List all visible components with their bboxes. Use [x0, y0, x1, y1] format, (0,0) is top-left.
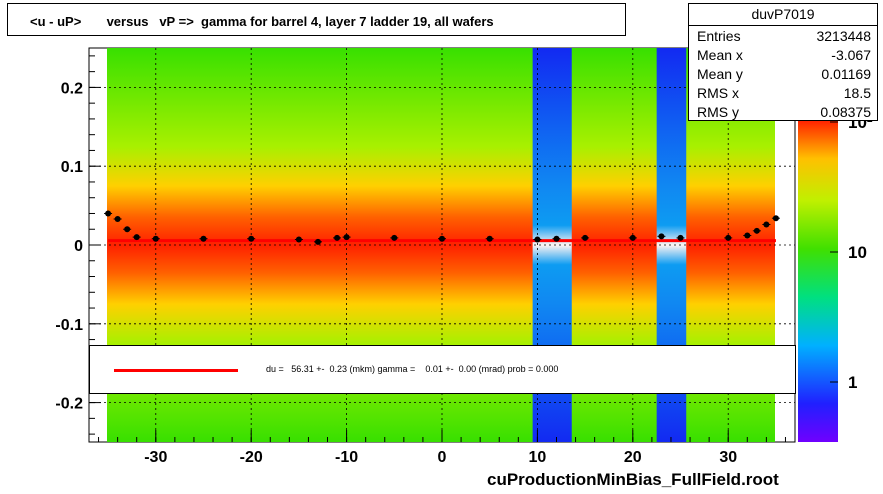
profile-point: [534, 236, 541, 243]
x-tick-label: 0: [438, 449, 447, 466]
y-tick-label: 0.1: [61, 159, 83, 176]
stat-row-mean-x: Mean x -3.067: [697, 47, 871, 66]
stat-value: 0.01169: [821, 66, 871, 82]
profile-point: [772, 215, 779, 222]
profile-point: [553, 235, 560, 242]
profile-point: [744, 232, 751, 239]
profile-point: [658, 233, 665, 240]
x-tick-label: 10: [529, 449, 547, 466]
profile-point: [763, 221, 770, 228]
y-tick-label: -0.1: [55, 317, 83, 334]
stat-key: RMS x: [697, 85, 739, 101]
y-tick-label: 0.2: [61, 80, 83, 97]
axes: -30 -20 -10 0 10 20 30 -0.2 -0.1 0 0.1 0.2: [55, 55, 786, 466]
title-box: <u - uP> versus vP => gamma for barrel 4…: [7, 3, 626, 36]
profile-point: [486, 235, 493, 242]
profile-point: [334, 234, 341, 241]
profile-point: [677, 234, 684, 241]
stat-key: Mean y: [697, 66, 743, 82]
stat-row-entries: Entries 3213448: [697, 28, 871, 47]
x-tick-label: -10: [335, 449, 358, 466]
stat-key: RMS y: [697, 104, 739, 120]
stat-row-rms-y: RMS y 0.08375: [697, 104, 871, 123]
y-tick-label: 0: [74, 238, 83, 255]
z-tick-label: 10: [848, 243, 867, 262]
profile-point: [725, 234, 732, 241]
profile-point: [133, 234, 140, 241]
fit-legend: du = 56.31 +- 0.23 (mkm) gamma = 0.01 +-…: [89, 345, 796, 394]
x-tick-label: -20: [240, 449, 263, 466]
y-tick-label: -0.2: [55, 396, 83, 413]
profile-point: [114, 215, 121, 222]
stat-value: 0.08375: [820, 104, 871, 120]
stats-name: duvP7019: [689, 4, 877, 26]
x-tick-label: 30: [719, 449, 737, 466]
stat-key: Entries: [697, 28, 741, 44]
profile-point: [582, 234, 589, 241]
profile-point: [753, 227, 760, 234]
stat-row-mean-y: Mean y 0.01169: [697, 66, 871, 85]
profile-points: [104, 210, 780, 245]
profile-point: [343, 234, 350, 241]
profile-point: [314, 238, 321, 245]
stat-row-rms-x: RMS x 18.5: [697, 85, 871, 104]
z-tick-label: 1: [848, 373, 857, 392]
chart-title: <u - uP> versus vP => gamma for barrel 4…: [30, 14, 494, 29]
profile-point: [295, 236, 302, 243]
stat-value: 18.5: [843, 85, 871, 101]
profile-point: [105, 210, 112, 217]
profile-point: [391, 234, 398, 241]
profile-point: [124, 226, 131, 233]
x-tick-label: 20: [624, 449, 642, 466]
x-tick-label: -30: [144, 449, 167, 466]
profile-point: [439, 235, 445, 242]
profile-point: [152, 235, 159, 242]
profile-point: [629, 234, 636, 241]
profile-point: [248, 235, 255, 242]
stat-value: -3.067: [831, 47, 871, 63]
stats-box: duvP7019 Entries 3213448 Mean x -3.067 M…: [688, 3, 878, 121]
legend-text: du = 56.31 +- 0.23 (mkm) gamma = 0.01 +-…: [266, 364, 559, 374]
stat-value: 3213448: [816, 28, 871, 44]
footer-filename: cuProductionMinBias_FullField.root: [487, 470, 779, 489]
profile-point: [200, 235, 207, 242]
stat-key: Mean x: [697, 47, 743, 63]
legend-line-swatch: [114, 369, 238, 372]
color-scale-bar: [798, 120, 838, 442]
